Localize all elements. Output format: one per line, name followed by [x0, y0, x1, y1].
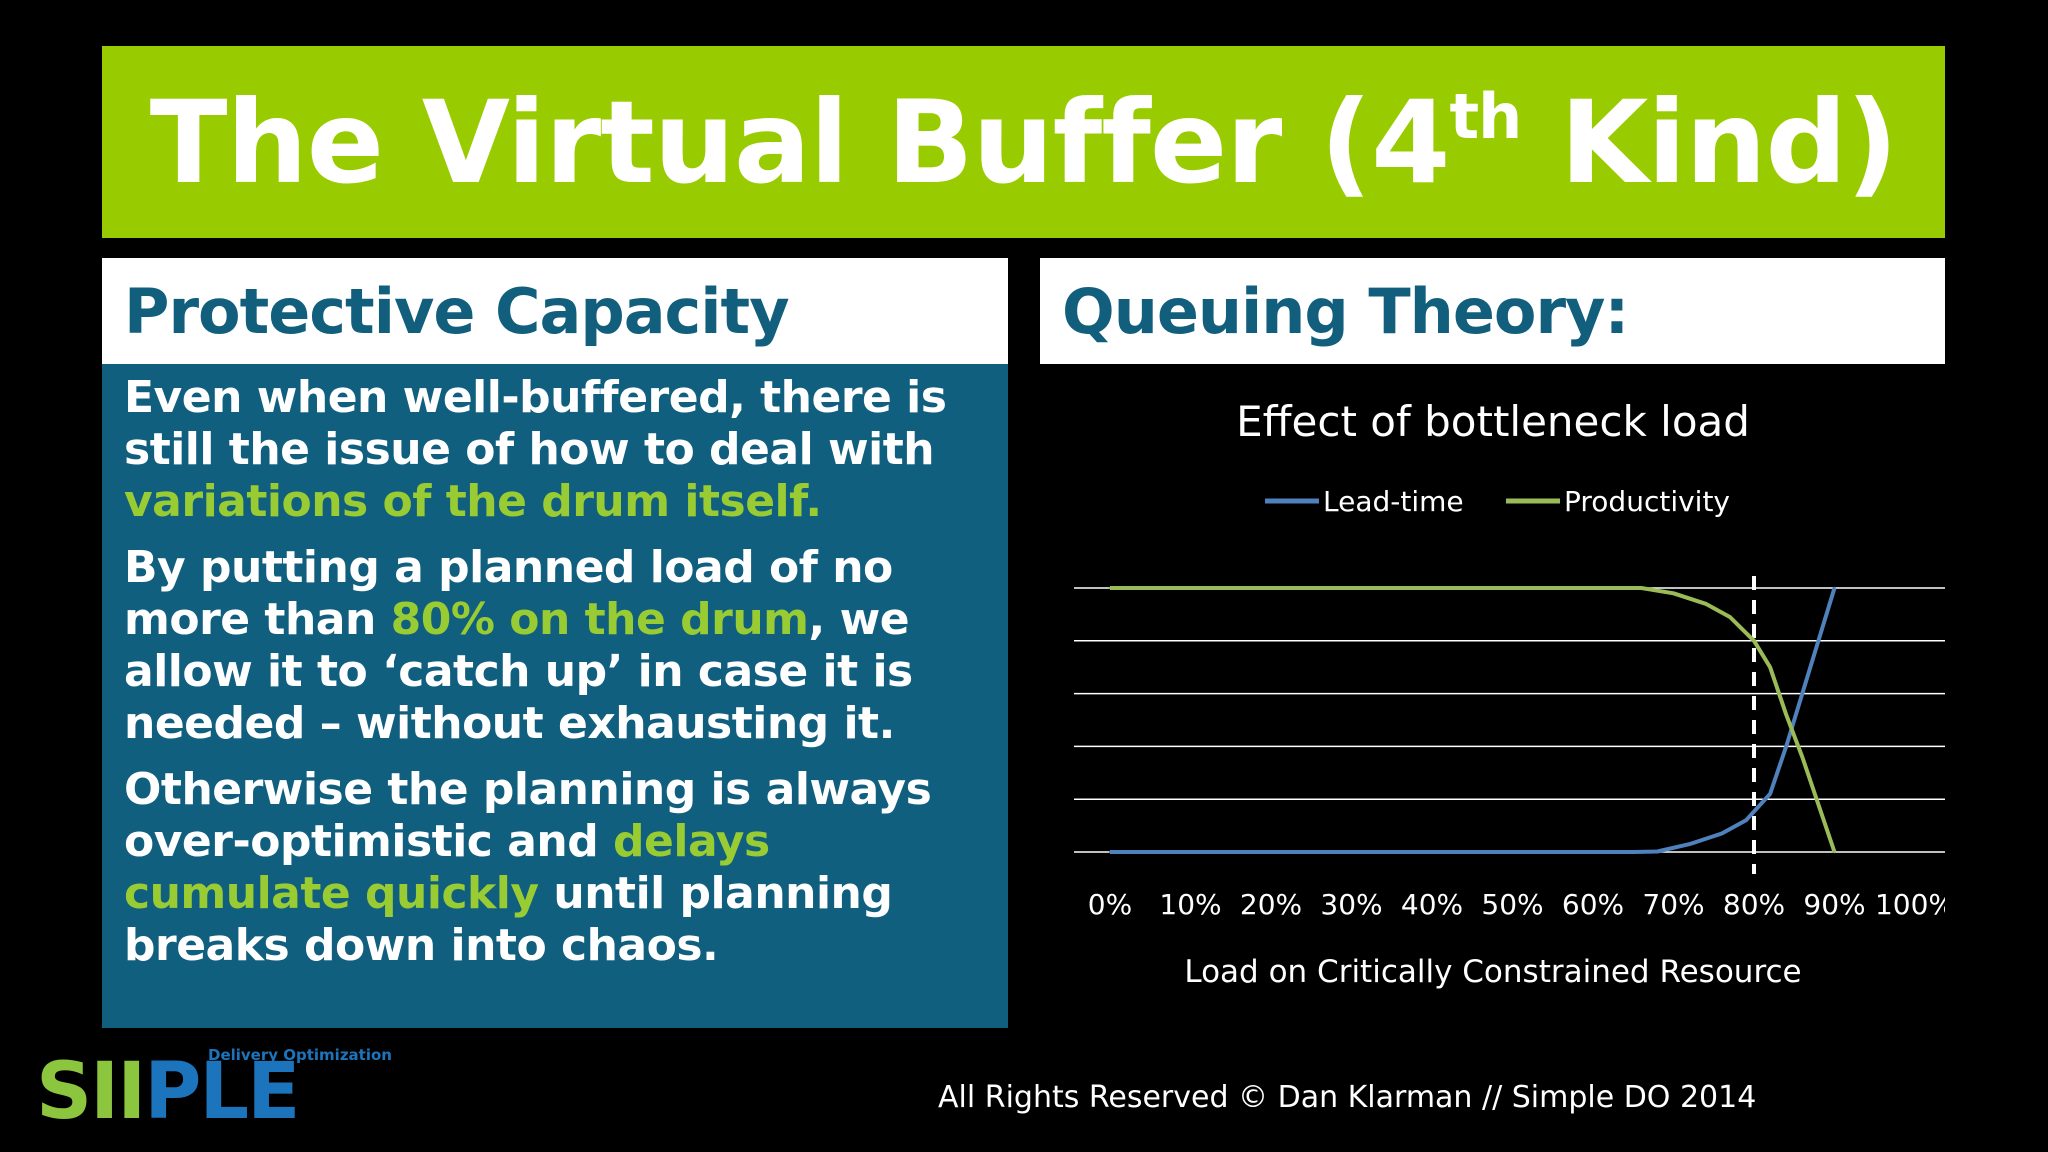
x-tick-label: 80%: [1723, 888, 1785, 921]
data-point-lead-time: [1656, 850, 1659, 853]
text-panel: Even when well-buffered, there is still …: [102, 364, 1008, 1028]
series-line-productivity: [1110, 586, 1837, 853]
paragraph-2: By putting a planned load of no more tha…: [124, 542, 913, 749]
left-heading: Protective Capacity: [124, 274, 790, 348]
data-point-productivity: [1640, 586, 1643, 590]
data-point-lead-time: [1632, 850, 1635, 854]
data-point-productivity: [1430, 586, 1434, 590]
x-tick-label: 40%: [1401, 888, 1463, 921]
data-point-lead-time: [1833, 586, 1836, 590]
paragraph-1: Even when well-buffered, there is still …: [124, 372, 947, 527]
data-point-productivity: [1728, 615, 1732, 619]
data-point-productivity: [1768, 666, 1772, 669]
x-tick-label: 10%: [1159, 888, 1221, 921]
data-point-lead-time: [1189, 850, 1192, 854]
data-point-lead-time: [1744, 819, 1748, 822]
legend-label-productivity: Productivity: [1564, 485, 1730, 518]
logo-subtitle: Delivery Optimization: [208, 1046, 392, 1064]
data-point-productivity: [1350, 586, 1353, 590]
data-point-productivity: [1704, 602, 1707, 606]
x-axis-label: Load on Critically Constrained Resource: [1184, 954, 1801, 990]
x-tick-label: 30%: [1320, 888, 1382, 921]
chart-area: Effect of bottleneck load Lead-time Produc…: [1040, 380, 1945, 1020]
data-point-lead-time: [1430, 850, 1434, 854]
data-point-lead-time: [1768, 792, 1772, 796]
data-point-productivity: [1108, 586, 1112, 590]
data-point-lead-time: [1511, 850, 1514, 854]
data-point-lead-time: [1269, 850, 1273, 854]
chart-title: Effect of bottleneck load: [1236, 397, 1750, 446]
x-tick-label: 100%: [1875, 888, 1945, 921]
data-point-productivity: [1189, 586, 1192, 590]
data-point-productivity: [1817, 803, 1820, 806]
data-point-lead-time: [1591, 850, 1595, 854]
slide-title: The Virtual Buffer (4th Kind): [149, 75, 1898, 209]
x-tick-label: 60%: [1562, 888, 1624, 921]
data-point-lead-time: [1108, 850, 1112, 854]
right-heading: Queuing Theory:: [1062, 274, 1629, 348]
data-point-lead-time: [1688, 842, 1691, 846]
data-point-lead-time: [1350, 850, 1353, 854]
paragraph-3: Otherwise the planning is always over-op…: [124, 764, 932, 971]
series-line-lead-time: [1110, 587, 1837, 854]
title-banner: The Virtual Buffer (4th Kind): [102, 46, 1945, 238]
data-point-productivity: [1833, 850, 1836, 854]
x-tick-label: 20%: [1240, 888, 1302, 921]
data-point-productivity: [1591, 586, 1595, 590]
data-point-productivity: [1785, 713, 1788, 716]
x-tick-label: 50%: [1481, 888, 1543, 921]
legend-label-lead-time: Lead-time: [1323, 485, 1464, 518]
data-point-productivity: [1672, 592, 1675, 595]
x-tick-label: 70%: [1642, 888, 1704, 921]
data-point-productivity: [1511, 586, 1514, 590]
data-point-productivity: [1752, 639, 1756, 642]
x-tick-label: 90%: [1803, 888, 1865, 921]
data-point-lead-time: [1801, 692, 1804, 695]
data-point-productivity: [1269, 586, 1273, 590]
protective-capacity-header: Protective Capacity: [102, 258, 1008, 364]
bottleneck-load-chart: Effect of bottleneck load Lead-time Produc…: [1074, 397, 1945, 990]
data-point-lead-time: [1785, 745, 1788, 748]
simple-logo: SIIPLE Delivery Optimization: [36, 1046, 392, 1137]
queuing-theory-header: Queuing Theory:: [1040, 258, 1945, 364]
data-point-lead-time: [1720, 832, 1723, 835]
data-point-productivity: [1801, 755, 1804, 759]
x-tick-label: 0%: [1088, 888, 1132, 921]
data-point-lead-time: [1817, 639, 1820, 642]
copyright-footer: All Rights Reserved © Dan Klarman // Sim…: [938, 1080, 1757, 1115]
